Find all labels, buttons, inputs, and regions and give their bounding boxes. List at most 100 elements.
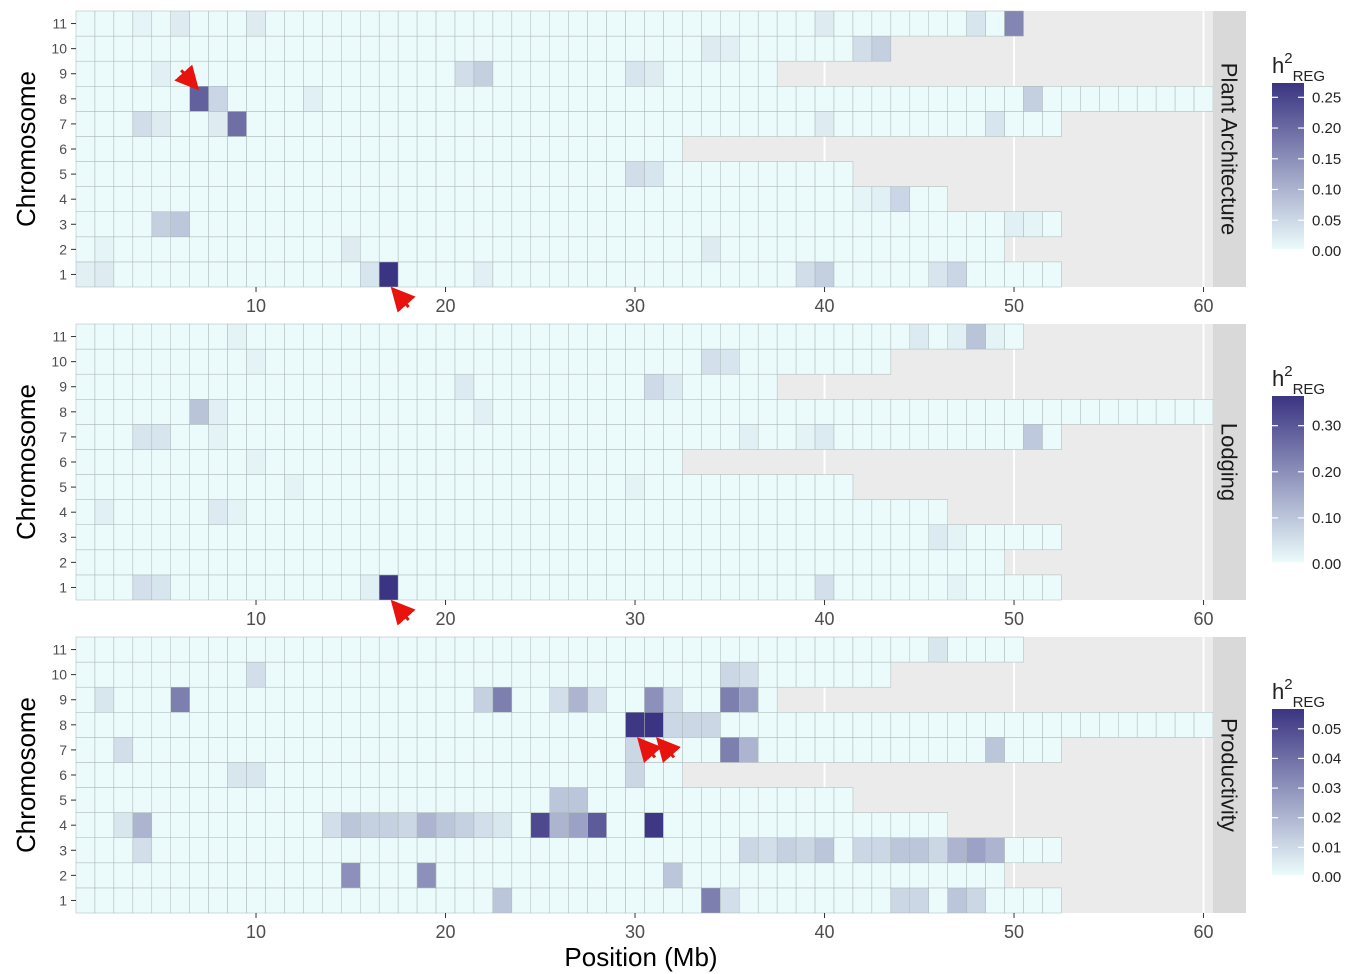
heatmap-cell xyxy=(322,86,341,111)
heatmap-cell xyxy=(360,86,379,111)
heatmap-cell xyxy=(701,212,720,237)
heatmap-cell xyxy=(303,237,322,262)
heatmap-cell xyxy=(436,187,455,212)
heatmap-cell xyxy=(720,813,739,838)
heatmap-cell xyxy=(607,262,626,287)
heatmap-cell xyxy=(266,449,285,474)
heatmap-cell xyxy=(853,349,872,374)
heatmap-cell xyxy=(95,237,114,262)
heatmap-cell xyxy=(133,424,152,449)
heatmap-cell xyxy=(322,36,341,61)
heatmap-cell xyxy=(550,237,569,262)
heatmap-cell xyxy=(986,550,1005,575)
heatmap-cell xyxy=(815,237,834,262)
heatmap-cell xyxy=(95,36,114,61)
x-tick-label: 20 xyxy=(436,296,456,316)
heatmap-cell xyxy=(493,162,512,187)
heatmap-cell xyxy=(171,111,190,136)
heatmap-cell xyxy=(910,111,929,136)
heatmap-cell xyxy=(720,324,739,349)
heatmap-cell xyxy=(474,237,493,262)
heatmap-cell xyxy=(720,888,739,913)
heatmap-cell xyxy=(777,888,796,913)
heatmap-cell xyxy=(247,500,266,525)
heatmap-cell xyxy=(360,61,379,86)
heatmap-cell xyxy=(114,136,133,161)
heatmap-cell xyxy=(95,11,114,36)
heatmap-cell xyxy=(531,237,550,262)
heatmap-cell xyxy=(493,349,512,374)
heatmap-cell xyxy=(948,86,967,111)
heatmap-cell xyxy=(474,187,493,212)
heatmap-cell xyxy=(1042,737,1061,762)
heatmap-cell xyxy=(663,888,682,913)
heatmap-cell xyxy=(588,888,607,913)
heatmap-cell xyxy=(247,86,266,111)
heatmap-cell xyxy=(95,475,114,500)
heatmap-cell xyxy=(228,349,247,374)
heatmap-cell xyxy=(341,712,360,737)
heatmap-cell xyxy=(417,550,436,575)
heatmap-cell xyxy=(796,36,815,61)
heatmap-cell xyxy=(550,888,569,913)
heatmap-cell xyxy=(284,324,303,349)
heatmap-cell xyxy=(341,838,360,863)
heatmap-cell xyxy=(474,712,493,737)
heatmap-cell xyxy=(455,212,474,237)
y-tick-label: 5 xyxy=(59,166,67,182)
heatmap-cell xyxy=(588,36,607,61)
heatmap-cell xyxy=(1194,86,1213,111)
heatmap-cell xyxy=(398,324,417,349)
heatmap-cell xyxy=(720,788,739,813)
heatmap-cell xyxy=(455,863,474,888)
heatmap-cell xyxy=(303,500,322,525)
heatmap-cell xyxy=(569,111,588,136)
heatmap-cell xyxy=(626,838,645,863)
heatmap-cell xyxy=(1061,399,1080,424)
heatmap-cell xyxy=(474,762,493,787)
heatmap-cell xyxy=(948,550,967,575)
heatmap-cell xyxy=(436,399,455,424)
heatmap-cell xyxy=(114,424,133,449)
heatmap-cell xyxy=(607,762,626,787)
heatmap-cell xyxy=(588,475,607,500)
heatmap-cell xyxy=(550,349,569,374)
heatmap-cell xyxy=(303,637,322,662)
heatmap-cell xyxy=(114,838,133,863)
heatmap-cell xyxy=(284,475,303,500)
heatmap-cell xyxy=(436,788,455,813)
heatmap-cell xyxy=(493,475,512,500)
heatmap-cell xyxy=(853,237,872,262)
heatmap-cell xyxy=(872,550,891,575)
heatmap-cell xyxy=(247,262,266,287)
heatmap-cell xyxy=(360,111,379,136)
heatmap-cell xyxy=(152,136,171,161)
heatmap-cell xyxy=(872,525,891,550)
heatmap-cell xyxy=(663,86,682,111)
heatmap-cell xyxy=(76,324,95,349)
heatmap-cell xyxy=(341,525,360,550)
heatmap-cell xyxy=(455,324,474,349)
heatmap-cell xyxy=(1042,712,1061,737)
heatmap-cell xyxy=(1005,424,1024,449)
heatmap-cell xyxy=(588,550,607,575)
heatmap-cell xyxy=(607,525,626,550)
heatmap-cell xyxy=(663,575,682,600)
heatmap-cell xyxy=(474,162,493,187)
heatmap-cell xyxy=(986,712,1005,737)
heatmap-cell xyxy=(360,637,379,662)
heatmap-cell xyxy=(95,737,114,762)
heatmap-cell xyxy=(682,888,701,913)
heatmap-cell xyxy=(76,813,95,838)
heatmap-cell xyxy=(133,324,152,349)
y-tick-label: 8 xyxy=(59,91,67,107)
heatmap-cell xyxy=(607,349,626,374)
heatmap-cell xyxy=(322,11,341,36)
heatmap-cell xyxy=(967,575,986,600)
heatmap-cell xyxy=(247,162,266,187)
heatmap-cell xyxy=(398,838,417,863)
heatmap-cell xyxy=(228,111,247,136)
heatmap-cell xyxy=(436,550,455,575)
heatmap-cell xyxy=(512,525,531,550)
heatmap-cell xyxy=(588,762,607,787)
